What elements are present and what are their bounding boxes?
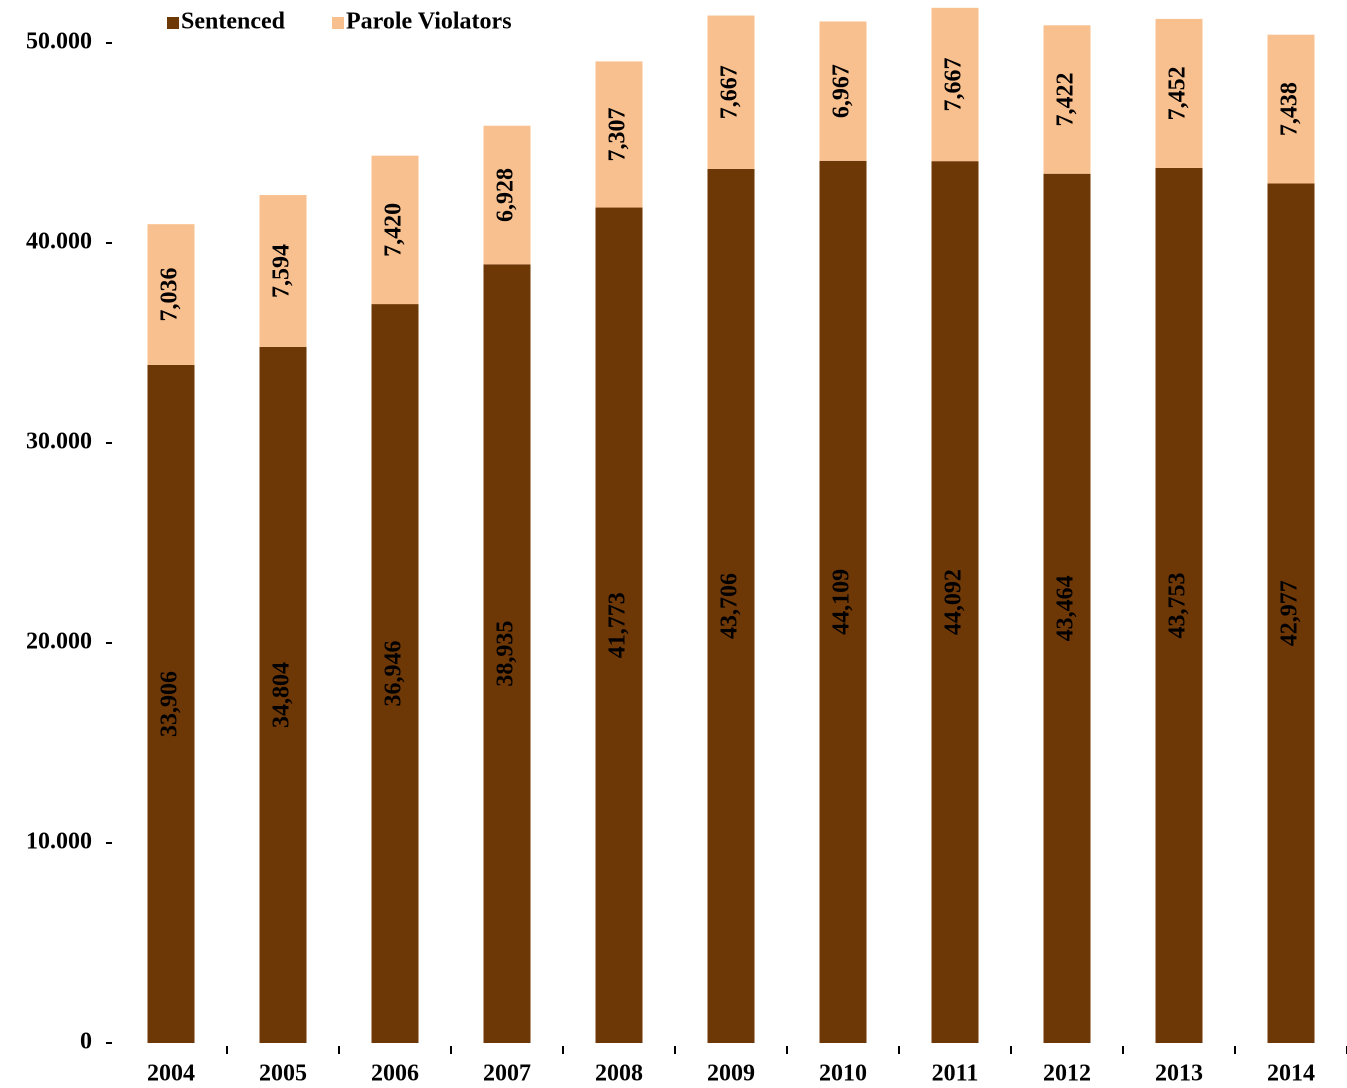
legend-label: Sentenced [181, 9, 286, 35]
bar-segment [147, 364, 195, 1043]
data-label: 7,667 [717, 65, 743, 119]
bar-segment [819, 21, 867, 161]
data-label: 33,906 [157, 671, 183, 737]
data-label: 7,307 [605, 107, 631, 161]
x-tick-label: 2011 [932, 1061, 979, 1087]
data-label: 7,036 [157, 268, 183, 322]
y-tick-label: 20.000 [26, 629, 92, 655]
x-tick-label: 2006 [371, 1061, 419, 1087]
bar-segment [595, 207, 643, 1044]
data-label: 6,928 [493, 168, 519, 222]
bar-segment [371, 155, 419, 305]
y-tick-label: 50.000 [26, 29, 92, 55]
data-label: 7,422 [1053, 73, 1079, 127]
data-label: 34,804 [269, 662, 295, 728]
bar-segment [1267, 34, 1315, 184]
data-label: 43,753 [1165, 572, 1191, 638]
data-label: 44,109 [829, 569, 855, 635]
bar-segment [1155, 18, 1203, 168]
bar-segment [819, 160, 867, 1043]
data-label: 36,946 [381, 641, 407, 707]
bar-segment [259, 195, 307, 347]
x-tick-label: 2014 [1267, 1061, 1315, 1087]
data-label: 7,452 [1165, 66, 1191, 120]
data-label: 7,438 [1277, 82, 1303, 136]
data-label: 43,706 [717, 573, 743, 639]
bar-segment [1155, 167, 1203, 1043]
x-tick-label: 2012 [1043, 1061, 1091, 1087]
bar-segment [483, 125, 531, 265]
x-tick-label: 2005 [259, 1061, 307, 1087]
y-tick-label: 10.000 [26, 829, 92, 855]
data-label: 7,594 [269, 244, 295, 298]
legend-label: Parole Violators [346, 9, 512, 35]
data-label: 7,667 [941, 57, 967, 111]
x-tick-label: 2007 [483, 1061, 531, 1087]
legend-swatch [167, 17, 179, 29]
y-tick-label: 30.000 [26, 429, 92, 455]
x-tick-label: 2008 [595, 1061, 643, 1087]
x-tick-label: 2013 [1155, 1061, 1203, 1087]
bar-segment [707, 15, 755, 169]
bar-segment [1043, 25, 1091, 174]
bar-segment [147, 224, 195, 365]
x-tick-label: 2009 [707, 1061, 755, 1087]
data-label: 6,967 [829, 64, 855, 118]
data-label: 38,935 [493, 621, 519, 687]
data-label: 41,773 [605, 592, 631, 658]
bar-segment [707, 168, 755, 1043]
bar-segment [931, 7, 979, 162]
data-label: 42,977 [1277, 580, 1303, 646]
bar-segment [1267, 183, 1315, 1043]
x-tick-label: 2010 [819, 1061, 867, 1087]
data-label: 7,420 [381, 203, 407, 257]
bar-segment [595, 61, 643, 208]
bar-segment [371, 304, 419, 1044]
legend-swatch [332, 17, 344, 29]
data-label: 44,092 [941, 569, 967, 635]
x-tick-label: 2004 [147, 1061, 195, 1087]
bar-segment [259, 346, 307, 1043]
bar-segment [931, 161, 979, 1043]
y-tick-label: 0 [80, 1029, 92, 1055]
data-label: 43,464 [1053, 575, 1079, 641]
y-tick-label: 40.000 [26, 229, 92, 255]
bar-segment [483, 264, 531, 1043]
bar-segment [1043, 173, 1091, 1044]
